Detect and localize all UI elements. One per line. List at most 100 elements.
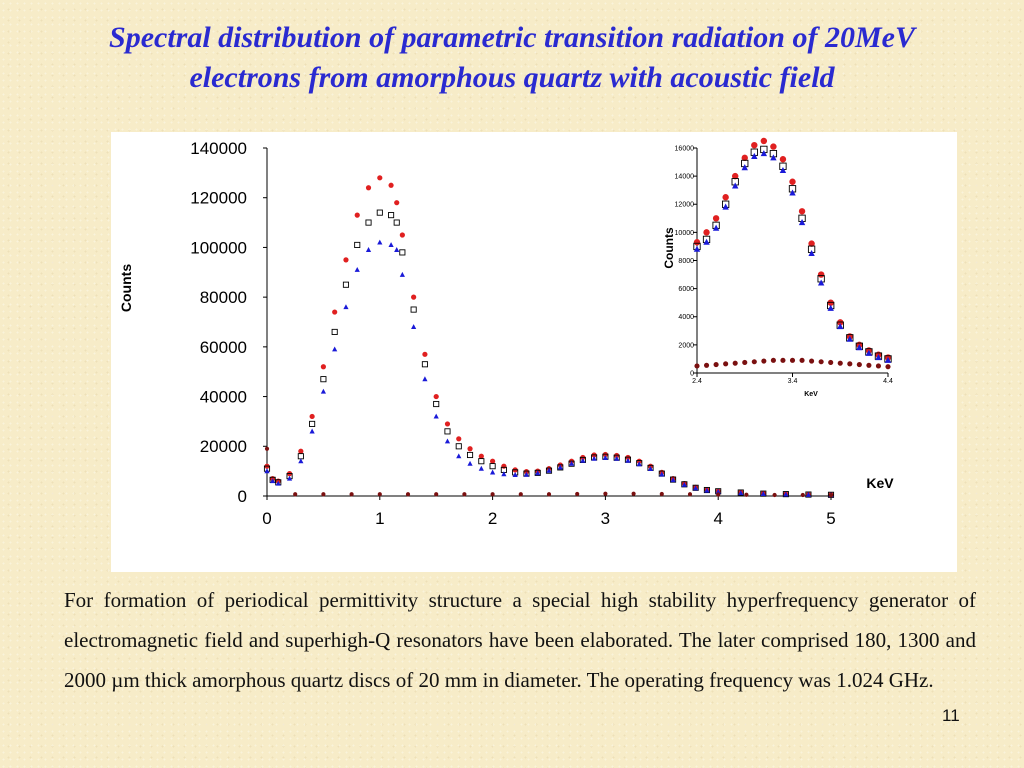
spectrum-chart: 0200004000060000800001000001200001400000…	[118, 137, 894, 528]
main-point-square	[309, 420, 316, 427]
main-point-triangle	[670, 477, 676, 483]
main-point-circle-small	[603, 491, 608, 496]
inset-x-tick-label: 3.4	[788, 378, 798, 385]
inset-point-triangle	[703, 238, 710, 245]
main-point-square	[331, 328, 338, 335]
main-point-triangle	[394, 247, 400, 252]
main-point-circle-small	[659, 491, 664, 497]
inset-point-circle-small	[703, 362, 710, 368]
main-y-tick-label: 100000	[190, 238, 247, 257]
inset-point-circle-small	[770, 357, 776, 363]
inset-point-circle	[703, 229, 710, 236]
main-point-square	[393, 219, 400, 226]
inset-x-tick-label: 4.4	[883, 378, 893, 385]
main-point-circle	[422, 351, 428, 357]
main-point-square	[388, 212, 395, 219]
inset-point-triangle	[751, 152, 758, 159]
inset-point-triangle	[856, 344, 863, 351]
inset-x-tick-label: 2.4	[692, 378, 702, 385]
main-point-circle-small	[800, 492, 805, 498]
main-point-circle-small	[377, 492, 382, 497]
inset-point-triangle	[722, 203, 729, 210]
slide-title-line-1: Spectral distribution of parametric tran…	[109, 21, 915, 54]
inset-point-circle	[779, 156, 787, 163]
inset-point-circle	[789, 178, 796, 185]
main-point-triangle	[591, 455, 597, 461]
inset-point-triangle	[760, 150, 768, 157]
inset-point-triangle	[732, 182, 739, 189]
main-point-circle	[444, 421, 451, 427]
inset-point-triangle	[817, 279, 825, 286]
main-point-square	[320, 376, 327, 383]
main-point-triangle	[444, 438, 451, 444]
main-point-triangle	[557, 464, 563, 470]
main-point-triangle	[270, 478, 276, 484]
inset-point-triangle	[798, 219, 806, 226]
inset-x-axis-label: KeV	[804, 391, 818, 398]
main-point-circle-small	[772, 492, 777, 498]
inset-y-tick-label: 16000	[675, 145, 695, 152]
inset-y-tick-label: 0	[690, 370, 694, 377]
main-point-square	[692, 484, 699, 491]
inset-point-circle	[808, 240, 815, 247]
main-point-square	[376, 209, 383, 216]
main-point-triangle	[433, 413, 439, 419]
inset-point-triangle	[875, 354, 882, 361]
main-point-triangle	[636, 461, 642, 467]
main-point-triangle	[715, 488, 721, 494]
inset-point-circle	[732, 172, 739, 180]
main-point-triangle	[490, 469, 496, 475]
inset-point-circle-small	[875, 363, 882, 369]
main-point-circle	[456, 436, 462, 442]
inset-y-tick-label: 4000	[678, 314, 694, 321]
main-point-circle	[394, 200, 400, 206]
main-x-tick-label: 2	[488, 509, 497, 528]
inset-point-circle-small	[837, 360, 843, 366]
inset-point-circle-small	[780, 357, 786, 363]
main-point-triangle	[783, 491, 789, 497]
main-point-circle-small	[462, 492, 467, 497]
inset-point-triangle	[712, 224, 720, 231]
inset-point-triangle	[837, 323, 844, 330]
main-point-circle	[377, 175, 383, 181]
main-point-triangle	[343, 304, 349, 310]
main-point-circle-small	[321, 492, 326, 497]
main-point-circle-small	[349, 492, 354, 497]
main-x-tick-label: 3	[601, 509, 610, 528]
main-point-triangle	[478, 465, 484, 471]
main-point-triangle	[264, 468, 270, 474]
main-point-circle-small	[490, 492, 495, 497]
main-point-triangle	[625, 457, 631, 463]
main-x-tick-label: 1	[375, 509, 384, 528]
inset-point-triangle	[884, 356, 892, 363]
main-point-triangle	[275, 480, 281, 486]
inset-y-tick-label: 14000	[675, 174, 695, 181]
inset-point-triangle	[779, 166, 787, 174]
main-x-axis-label: KeV	[866, 475, 894, 491]
main-point-circle-small	[264, 446, 270, 451]
main-x-tick-label: 5	[826, 509, 835, 528]
main-point-triangle	[805, 491, 812, 497]
main-point-triangle	[647, 466, 654, 471]
inset-point-circle-small	[809, 358, 815, 364]
main-point-circle-small	[716, 492, 721, 497]
slide-title: Spectral distribution of parametric tran…	[20, 18, 1004, 98]
main-y-tick-label: 60000	[200, 338, 247, 357]
main-point-circle	[354, 212, 360, 218]
main-point-triangle	[704, 487, 710, 493]
chart-panel: 0 20000 40000 60000 80000 100000 120000 140000 0…	[111, 132, 957, 572]
main-point-circle-small	[546, 492, 552, 497]
main-point-triangle	[546, 467, 552, 473]
main-point-triangle	[602, 455, 608, 461]
inset-point-triangle	[846, 335, 853, 342]
main-point-triangle	[693, 485, 699, 491]
main-point-triangle	[568, 460, 575, 466]
inset-point-triangle	[770, 154, 777, 161]
main-point-triangle	[467, 460, 473, 466]
main-point-triangle	[535, 470, 541, 476]
main-point-circle	[478, 453, 484, 459]
main-point-circle-small	[434, 492, 439, 497]
slide-title-line-2: electrons from amorphous quartz with aco…	[189, 61, 835, 94]
main-point-circle-small	[744, 492, 749, 497]
inset-point-circle-small	[828, 359, 834, 366]
